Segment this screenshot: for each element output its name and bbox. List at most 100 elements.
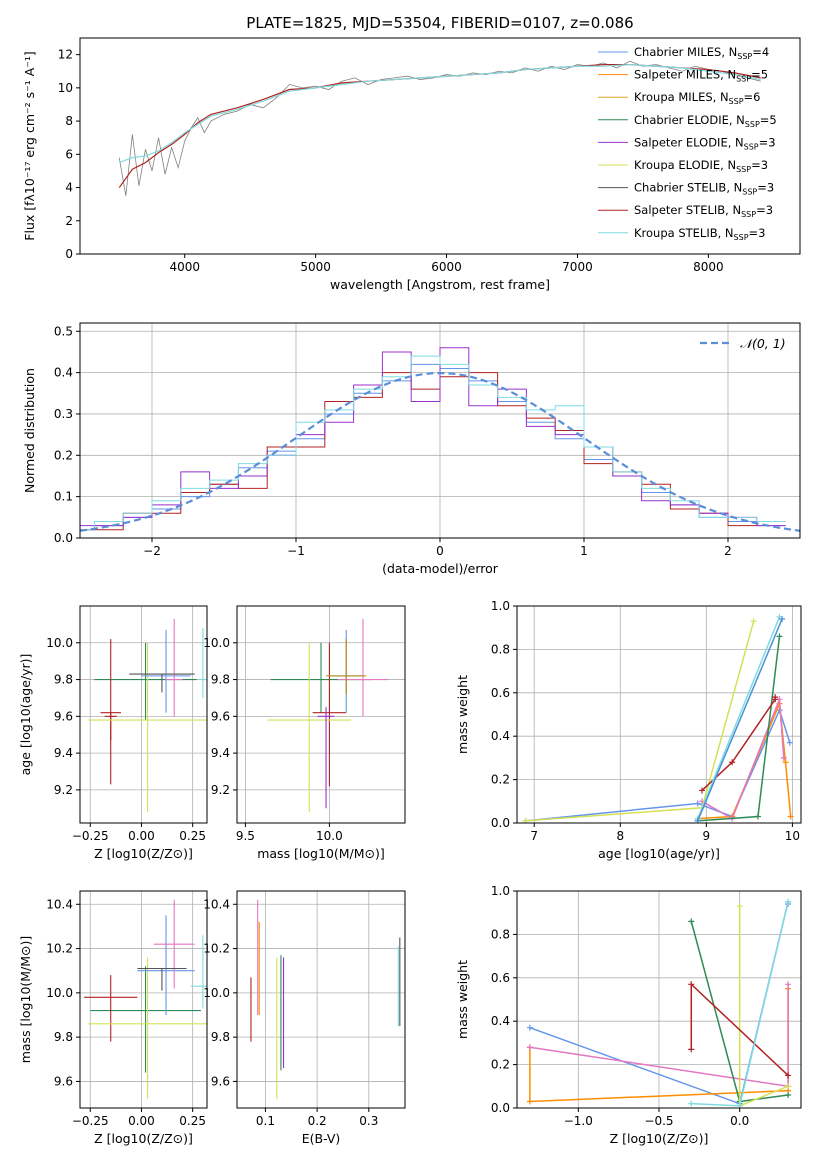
legend-label: Kroupa STELIB, NSSP=3 <box>634 226 765 242</box>
y-tick-label: 6 <box>65 147 73 161</box>
data-point-marker <box>736 903 743 910</box>
y-tick-label: 0.0 <box>54 531 73 545</box>
data-point-marker <box>785 981 792 988</box>
x-tick-label: 8 <box>616 829 624 843</box>
y-tick-label: 0.2 <box>491 773 510 787</box>
axes-frame <box>79 890 208 1109</box>
y-tick-label: 9.6 <box>211 1074 230 1088</box>
y-axis-label: mass weight <box>455 675 470 754</box>
legend-value: =3 <box>756 203 773 217</box>
legend-value: =3 <box>759 135 776 149</box>
plot-area <box>526 898 792 1108</box>
x-tick-label: 9 <box>703 829 711 843</box>
data-point-marker <box>526 1044 533 1051</box>
x-axis-label: age [log10(age/yr)] <box>598 846 720 861</box>
series-line-kroupa-stelib <box>697 616 781 819</box>
legend-value: =5 <box>760 113 777 127</box>
legend-value: =6 <box>744 90 761 104</box>
x-tick-label: −1 <box>287 544 305 558</box>
y-tick-label: 9.2 <box>54 783 73 797</box>
x-axis-label: Z [log10(Z/Z⊙)] <box>94 1131 193 1146</box>
chart-residuals: −2 −1 0 1 2 0.0 0.1 0.2 0.3 0.4 0.5 (data-model)/er… <box>22 322 801 576</box>
legend-label: Kroupa MILES, NSSP=6 <box>634 90 760 106</box>
chart-mass-vs-Z: −0.25 0.00 0.25 9.6 9.8 10.0 10.2 10.4 Z [log10(… <box>18 890 208 1146</box>
figure-title: PLATE=1825, MJD=53504, FIBERID=0107, z=0… <box>246 14 633 32</box>
legend-label: Salpeter ELODIE, NSSP=3 <box>634 135 776 151</box>
data-point-marker <box>754 813 761 820</box>
y-tick-label: 10.4 <box>203 897 230 911</box>
legend-label: Chabrier ELODIE, NSSP=5 <box>634 113 777 129</box>
x-tick-label: 0.25 <box>179 829 206 843</box>
y-tick-label: 9.8 <box>54 1030 73 1044</box>
y-tick-label: 0.3 <box>54 407 73 421</box>
series-line-salpeter-miles <box>697 703 792 820</box>
data-point-marker <box>526 1098 533 1105</box>
data-point-marker <box>780 754 787 761</box>
x-tick-label: −2 <box>143 544 161 558</box>
legend-label: Kroupa ELODIE, NSSP=3 <box>634 158 768 174</box>
y-axis-label: Flux [fλ10⁻¹⁷ erg cm⁻² s⁻¹ A⁻¹] <box>22 51 37 240</box>
data-point-marker <box>699 787 706 794</box>
y-axis-label: age [log10(age/yr)] <box>18 654 33 776</box>
x-tick-label: 7000 <box>562 260 593 274</box>
hist-step-salpeter-elodie <box>80 347 786 527</box>
axes-frame <box>79 605 208 824</box>
x-tick-label: 5000 <box>300 260 331 274</box>
data-point-marker <box>785 898 792 905</box>
chart-age-vs-Z: −0.25 0.00 0.25 9.2 9.4 9.6 9.8 10.0 Z [log10(Z/… <box>18 605 208 861</box>
plot-area <box>118 60 761 196</box>
x-axis-label: wavelength [Angstrom, rest frame] <box>330 277 550 292</box>
y-tick-label: 9.8 <box>211 1030 230 1044</box>
y-tick-label: 10.4 <box>46 897 73 911</box>
legend-label: Chabrier MILES, NSSP=4 <box>634 45 769 61</box>
legend-value: =3 <box>749 226 766 240</box>
chart-massweight-vs-age: 7 8 9 10 0.0 0.2 0.4 0.6 0.8 1.0 age [log10(age/yr… <box>455 599 802 861</box>
x-tick-label: 6000 <box>431 260 462 274</box>
y-tick-label: 0.4 <box>54 366 73 380</box>
data-point-marker <box>729 759 736 766</box>
hist-step-kroupa-stelib <box>80 355 786 531</box>
y-tick-label: 10.0 <box>203 636 230 650</box>
y-tick-label: 2 <box>65 214 73 228</box>
data-point-marker <box>688 981 695 988</box>
y-tick-label: 0.4 <box>491 729 510 743</box>
legend-subscript: SSP <box>741 210 756 219</box>
legend-label: Chabrier STELIB, NSSP=3 <box>634 181 774 197</box>
legend-subscript: SSP <box>745 120 760 129</box>
legend-label: 𝒩(0, 1) <box>740 336 786 351</box>
x-axis-label: mass [log10(M/M⊙)] <box>257 846 385 861</box>
y-tick-label: 0.6 <box>491 971 510 985</box>
data-point-marker <box>785 1091 792 1098</box>
x-tick-label: −0.25 <box>72 829 109 843</box>
plot-area <box>250 899 401 1100</box>
legend-value: =3 <box>751 158 768 172</box>
data-point-marker <box>785 1083 792 1090</box>
y-tick-label: 10.0 <box>46 636 73 650</box>
x-tick-label: 1 <box>580 544 588 558</box>
y-tick-label: 0.5 <box>54 324 73 338</box>
series-line-kroupa-miles <box>701 699 785 820</box>
plot-area <box>267 618 389 812</box>
plot-area <box>522 613 794 823</box>
y-tick-label: 0.1 <box>54 490 73 504</box>
y-tick-label: 4 <box>65 181 73 195</box>
data-point-marker <box>688 1100 695 1107</box>
y-tick-label: 8 <box>65 114 73 128</box>
legend-label: Salpeter STELIB, NSSP=3 <box>634 203 773 219</box>
y-tick-label: 9.6 <box>211 709 230 723</box>
x-tick-label: 2 <box>724 544 732 558</box>
x-axis-label: E(B-V) <box>302 1131 341 1146</box>
data-point-marker <box>526 1024 533 1031</box>
y-tick-label: 0 <box>65 247 73 261</box>
series-line-chabrier-miles <box>525 708 791 822</box>
chart-spectrum: 4000 5000 6000 7000 8000 0 2 4 6 8 10 12 wavelength … <box>22 37 801 292</box>
y-tick-label: 9.8 <box>211 673 230 687</box>
data-point-marker <box>694 800 701 807</box>
legend-value: =3 <box>757 181 774 195</box>
legend-subscript: SSP <box>742 188 757 197</box>
y-tick-label: 10.0 <box>46 986 73 1000</box>
y-tick-label: 9.6 <box>54 709 73 723</box>
data-point-marker <box>688 918 695 925</box>
x-axis-label: (data-model)/error <box>382 561 499 576</box>
